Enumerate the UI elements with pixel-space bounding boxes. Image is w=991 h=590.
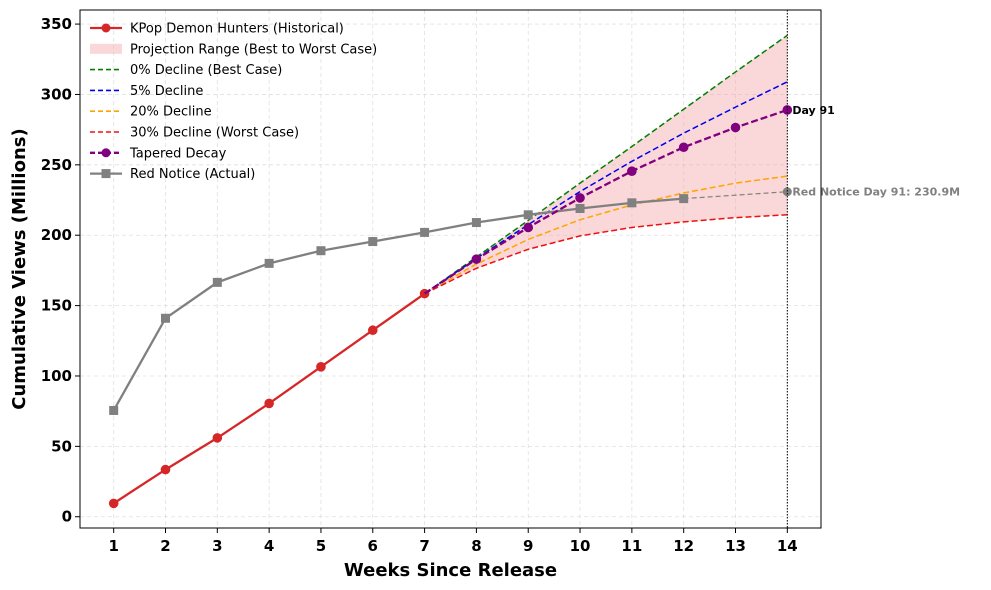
x-tick-label: 14 (777, 537, 798, 555)
x-axis-title: Weeks Since Release (344, 560, 557, 581)
tapered-decay-point (523, 222, 534, 233)
x-tick-label: 1 (108, 537, 118, 555)
y-tick-label: 0 (62, 508, 72, 526)
tapered-decay-point (471, 254, 482, 264)
legend-30-decline-worst-case-label: 30% Decline (Worst Case) (130, 126, 299, 141)
y-tick-label: 50 (51, 437, 72, 455)
legend-0-decline-best-case-label: 0% Decline (Best Case) (130, 63, 282, 78)
legend-kpop-demon-hunters-historical-marker (101, 23, 111, 33)
legend-5-decline-label: 5% Decline (130, 84, 203, 99)
legend-kpop-demon-hunters-historical-label: KPop Demon Hunters (Historical) (130, 22, 344, 37)
legend-tapered-decay-marker (101, 148, 111, 158)
legend-projection-range-best-to-worst-case-label: Projection Range (Best to Worst Case) (130, 42, 377, 57)
red-notice-actual-point (161, 313, 170, 323)
y-axis-title: Cumulative Views (Millions) (9, 128, 30, 409)
legend-projection-range-best-to-worst-case-swatch (90, 43, 122, 54)
tapered-decay-point (730, 122, 741, 133)
x-tick-label: 4 (264, 537, 274, 555)
kpop-demon-hunters-historical-point (367, 325, 378, 336)
x-tick-label: 11 (621, 537, 642, 555)
legend-20-decline-label: 20% Decline (130, 105, 212, 120)
kpop-demon-hunters-historical-point (264, 398, 274, 409)
y-tick-label: 250 (41, 156, 72, 174)
y-tick-label: 100 (41, 367, 72, 385)
red-notice-actual-point (368, 237, 378, 247)
red-notice-day91-point (782, 187, 792, 197)
red-notice-projection-line (683, 191, 788, 200)
y-tick-label: 300 (41, 85, 72, 103)
red-notice-actual-point (264, 258, 274, 268)
y-tick-label: 350 (41, 15, 72, 33)
legend-red-notice-actual-label: Red Notice (Actual) (130, 167, 255, 182)
y-axis-ticks: 0 50 100 150 200 250 300 350 (41, 15, 80, 526)
red-notice-actual-point (679, 194, 689, 204)
x-tick-label: 2 (160, 537, 170, 555)
day-91-annotation: Day 91 (792, 104, 835, 117)
30-decline-worst-case-line (424, 214, 788, 295)
x-tick-label: 6 (368, 537, 378, 555)
red-notice-actual-line (112, 197, 684, 412)
x-axis-ticks: 1 2 3 4 5 6 7 8 9 10 11 12 13 14 (108, 528, 798, 555)
red-notice-actual-point (420, 227, 430, 237)
tapered-decay-point (575, 193, 585, 203)
legend: KPop Demon Hunters (Historical) Projectio… (90, 22, 377, 182)
tapered-decay-point (678, 142, 689, 153)
0-decline-best-case-line (424, 34, 788, 295)
x-tick-label: 13 (725, 537, 746, 555)
y-tick-label: 200 (41, 226, 72, 244)
red-notice-actual-point (627, 198, 637, 208)
x-tick-label: 8 (471, 537, 481, 555)
legend-red-notice-actual-marker (101, 169, 111, 179)
x-tick-label: 10 (570, 537, 591, 555)
red-notice-actual-point (575, 203, 585, 213)
red-notice-actual-point (212, 277, 222, 287)
red-notice-actual-point (471, 218, 481, 228)
legend-tapered-decay-label: Tapered Decay (129, 146, 227, 161)
x-tick-label: 9 (523, 537, 533, 555)
y-tick-label: 150 (41, 297, 72, 315)
red-notice-actual-point (523, 210, 533, 220)
x-tick-label: 3 (212, 537, 222, 555)
red-notice-day91-annotation: Red Notice Day 91: 230.9M (792, 186, 960, 199)
plot-frame (79, 9, 822, 529)
red-notice-actual-point (109, 405, 119, 415)
kpop-demon-hunters-historical-point (316, 362, 326, 372)
tapered-decay-line (423, 108, 788, 295)
annotation-layer: Day 91 Red Notice Day 91: 230.9M (792, 104, 960, 199)
red-notice-actual-point (316, 246, 326, 256)
kpop-demon-hunters-historical-point (212, 433, 223, 443)
kpop-demon-hunters-historical-point (160, 464, 171, 475)
kpop-demon-hunters-historical-point (108, 498, 119, 509)
series-layer (108, 34, 793, 509)
tapered-decay-point (627, 166, 637, 176)
20-decline-line (424, 175, 788, 295)
x-tick-label: 5 (316, 537, 326, 555)
x-tick-label: 7 (419, 537, 429, 555)
x-tick-label: 12 (673, 537, 694, 555)
